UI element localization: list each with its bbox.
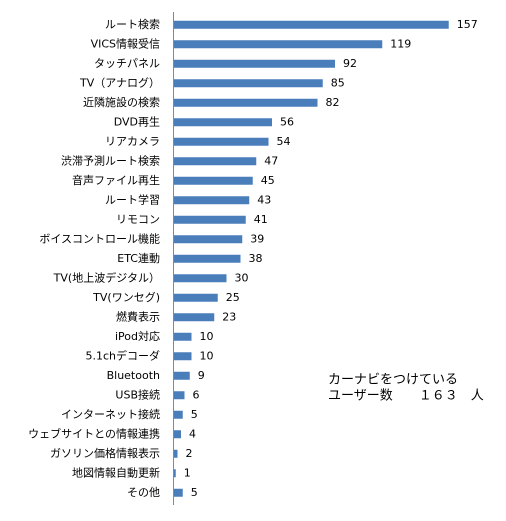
value-label: 92 [343, 57, 357, 70]
bar [174, 59, 335, 68]
bar [174, 352, 192, 361]
category-label: DVD再生 [114, 114, 160, 128]
value-label: 85 [331, 76, 345, 89]
bar [174, 40, 383, 49]
category-label: インターネット接続 [61, 407, 160, 421]
bar [174, 469, 176, 478]
category-label: TV（アナログ） [79, 75, 160, 89]
value-label: 5 [191, 486, 198, 499]
bar [174, 137, 269, 146]
bar [174, 98, 318, 107]
category-label: 5.1chデコーダ [85, 348, 160, 362]
value-label: 43 [257, 193, 271, 206]
bar [174, 20, 449, 29]
category-label: 渋滞予測ルート検索 [61, 153, 160, 167]
bar [174, 118, 272, 127]
category-label: 音声ファイル再生 [72, 173, 160, 187]
value-label: 25 [226, 291, 240, 304]
category-label: ルート検索 [105, 17, 160, 31]
value-label: 82 [326, 96, 340, 109]
bar [174, 274, 227, 283]
category-label: USB接続 [115, 387, 160, 401]
value-label: 4 [189, 427, 196, 440]
category-label: ウェブサイトとの情報連携 [28, 426, 160, 440]
bar [174, 79, 323, 88]
value-label: 39 [250, 232, 264, 245]
value-label: 38 [249, 252, 263, 265]
category-label: 地図情報自動更新 [72, 465, 160, 479]
category-label: その他 [127, 486, 160, 499]
value-label: 23 [222, 310, 236, 323]
bar [174, 332, 192, 341]
bar [174, 176, 253, 185]
category-label: iPod対応 [115, 329, 160, 343]
value-label: 47 [264, 154, 278, 167]
annotation: ユーザー数 １６３ 人 [328, 389, 484, 404]
category-label: リアカメラ [105, 135, 160, 148]
bar [174, 391, 185, 400]
bar [174, 235, 243, 244]
bar [174, 157, 257, 166]
category-label: ガソリン価格情報表示 [50, 446, 160, 460]
bar [174, 449, 178, 458]
category-label: ルート学習 [105, 192, 160, 206]
category-label: 近隣施設の検索 [83, 95, 160, 109]
category-label: リモコン [116, 213, 160, 226]
value-label: 5 [191, 408, 198, 421]
category-label: VICS情報受信 [91, 37, 160, 50]
bar [174, 371, 190, 380]
bar [174, 313, 215, 322]
value-label: 119 [390, 37, 411, 50]
value-label: 1 [184, 466, 191, 479]
value-label: 54 [277, 135, 291, 148]
value-label: 157 [457, 18, 478, 31]
category-label: ETC連動 [117, 251, 160, 265]
category-label: ボイスコントロール機能 [39, 231, 160, 245]
value-label: 45 [261, 174, 275, 187]
value-label: 56 [280, 115, 294, 128]
value-label: 10 [200, 330, 214, 343]
bar [174, 410, 183, 419]
category-label: 燃費表示 [116, 309, 160, 323]
category-label: TV(地上波デジタル） [53, 270, 160, 284]
category-label: タッチパネル [94, 57, 160, 70]
value-label: 9 [198, 369, 205, 382]
category-label: TV(ワンセグ) [92, 290, 160, 304]
value-label: 6 [193, 388, 200, 401]
annotation: カーナビをつけている [328, 373, 458, 388]
category-label: Bluetooth [107, 369, 160, 382]
value-label: 41 [254, 213, 268, 226]
bar [174, 254, 241, 263]
bar [174, 215, 246, 224]
bar [174, 293, 218, 302]
value-label: 30 [235, 271, 249, 284]
bar [174, 430, 181, 439]
value-label: 10 [200, 349, 214, 362]
bar [174, 196, 250, 205]
value-label: 2 [186, 447, 193, 460]
bar [174, 488, 183, 497]
